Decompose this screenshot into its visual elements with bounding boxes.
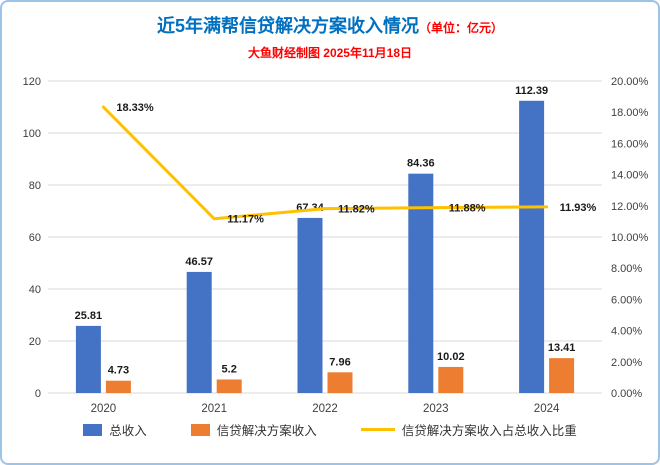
ratio-line-value-label: 11.93%	[560, 202, 597, 214]
bar-total-revenue-value-label: 46.57	[185, 256, 213, 268]
chart-subtitle: 大鱼财经制图 2025年11月18日	[247, 46, 413, 60]
legend-label-total-revenue: 总收入	[109, 424, 147, 438]
right-axis-tick: 0.00%	[611, 388, 642, 400]
x-axis-label: 2022	[312, 403, 338, 413]
right-axis-tick: 4.00%	[611, 326, 642, 338]
chart-title: 近5年满帮信贷解决方案收入情况（单位：亿元）	[2, 15, 658, 39]
right-axis-tick: 16.00%	[611, 138, 649, 150]
left-axis-tick: 0	[35, 388, 41, 400]
bar-credit-revenue	[549, 358, 575, 393]
legend-item-ratio-line: 信贷解决方案收入占总收入比重	[360, 420, 577, 439]
x-axis-label: 2021	[201, 403, 227, 413]
ratio-line-value-label: 18.33%	[116, 102, 154, 114]
bar-total-revenue	[408, 173, 434, 393]
legend-swatch-credit-revenue	[190, 423, 210, 436]
bar-credit-revenue	[327, 372, 353, 393]
bar-total-revenue	[297, 217, 323, 393]
left-axis-tick: 60	[29, 232, 41, 244]
bar-credit-revenue-value-label: 5.2	[222, 363, 237, 375]
bar-total-revenue-value-label: 84.36	[407, 158, 435, 170]
chart-title-main: 近5年满帮信贷解决方案收入情况	[156, 16, 419, 36]
right-axis-tick: 12.00%	[611, 201, 649, 213]
bar-credit-revenue-value-label: 4.73	[108, 365, 129, 377]
chart-title-unit: （单位：亿元）	[419, 21, 504, 35]
bar-credit-revenue-value-label: 13.41	[548, 342, 576, 354]
bar-credit-revenue-value-label: 10.02	[437, 351, 465, 363]
legend-swatch-ratio-line	[360, 428, 395, 431]
legend-label-ratio-line: 信贷解决方案收入占总收入比重	[401, 424, 577, 438]
bar-credit-revenue-value-label: 7.96	[329, 356, 350, 368]
x-axis-label: 2023	[423, 403, 449, 413]
bar-credit-revenue	[216, 379, 242, 393]
legend-label-credit-revenue: 信贷解决方案收入	[216, 424, 317, 438]
left-axis-tick: 20	[29, 336, 41, 348]
ratio-line-value-label: 11.88%	[449, 203, 486, 215]
bar-credit-revenue	[105, 380, 131, 393]
bar-total-revenue	[186, 271, 212, 393]
right-axis-tick: 18.00%	[611, 107, 649, 119]
bar-total-revenue	[75, 325, 101, 393]
bar-credit-revenue	[438, 366, 464, 393]
right-axis-tick: 2.00%	[611, 357, 642, 369]
ratio-line-value-label: 11.17%	[227, 214, 264, 226]
left-axis-tick: 100	[23, 128, 41, 140]
combo-chart: 0 20 40 60 80 100 120 0.00% 2.00% 4.00% 6.00% 8.00%…	[23, 76, 649, 415]
bar-total-revenue	[519, 100, 545, 393]
legend-item-total-revenue: 总收入	[83, 420, 147, 439]
left-axis-tick: 80	[29, 180, 41, 192]
x-axis-label: 2024	[534, 403, 560, 413]
chart-legend: 总收入 信贷解决方案收入 信贷解决方案收入占总收入比重	[2, 420, 658, 439]
left-axis-tick: 120	[23, 76, 41, 88]
x-axis-label: 2020	[91, 403, 117, 413]
legend-swatch-total-revenue	[83, 423, 103, 436]
right-axis-tick: 10.00%	[611, 232, 649, 244]
right-axis-tick: 20.00%	[611, 76, 649, 88]
right-axis-tick: 6.00%	[611, 294, 642, 306]
ratio-line	[101, 105, 549, 221]
right-axis-tick: 8.00%	[611, 263, 642, 275]
chart-header: 近5年满帮信贷解决方案收入情况（单位：亿元） 大鱼财经制图 2025年11月18…	[2, 2, 658, 61]
ratio-line-value-label: 11.82%	[338, 204, 375, 216]
bar-total-revenue-value-label: 112.39	[515, 85, 548, 97]
legend-item-credit-revenue: 信贷解决方案收入	[190, 420, 317, 439]
left-axis-tick: 40	[29, 284, 41, 296]
right-axis-tick: 14.00%	[611, 170, 649, 182]
bar-total-revenue-value-label: 25.81	[75, 310, 103, 322]
